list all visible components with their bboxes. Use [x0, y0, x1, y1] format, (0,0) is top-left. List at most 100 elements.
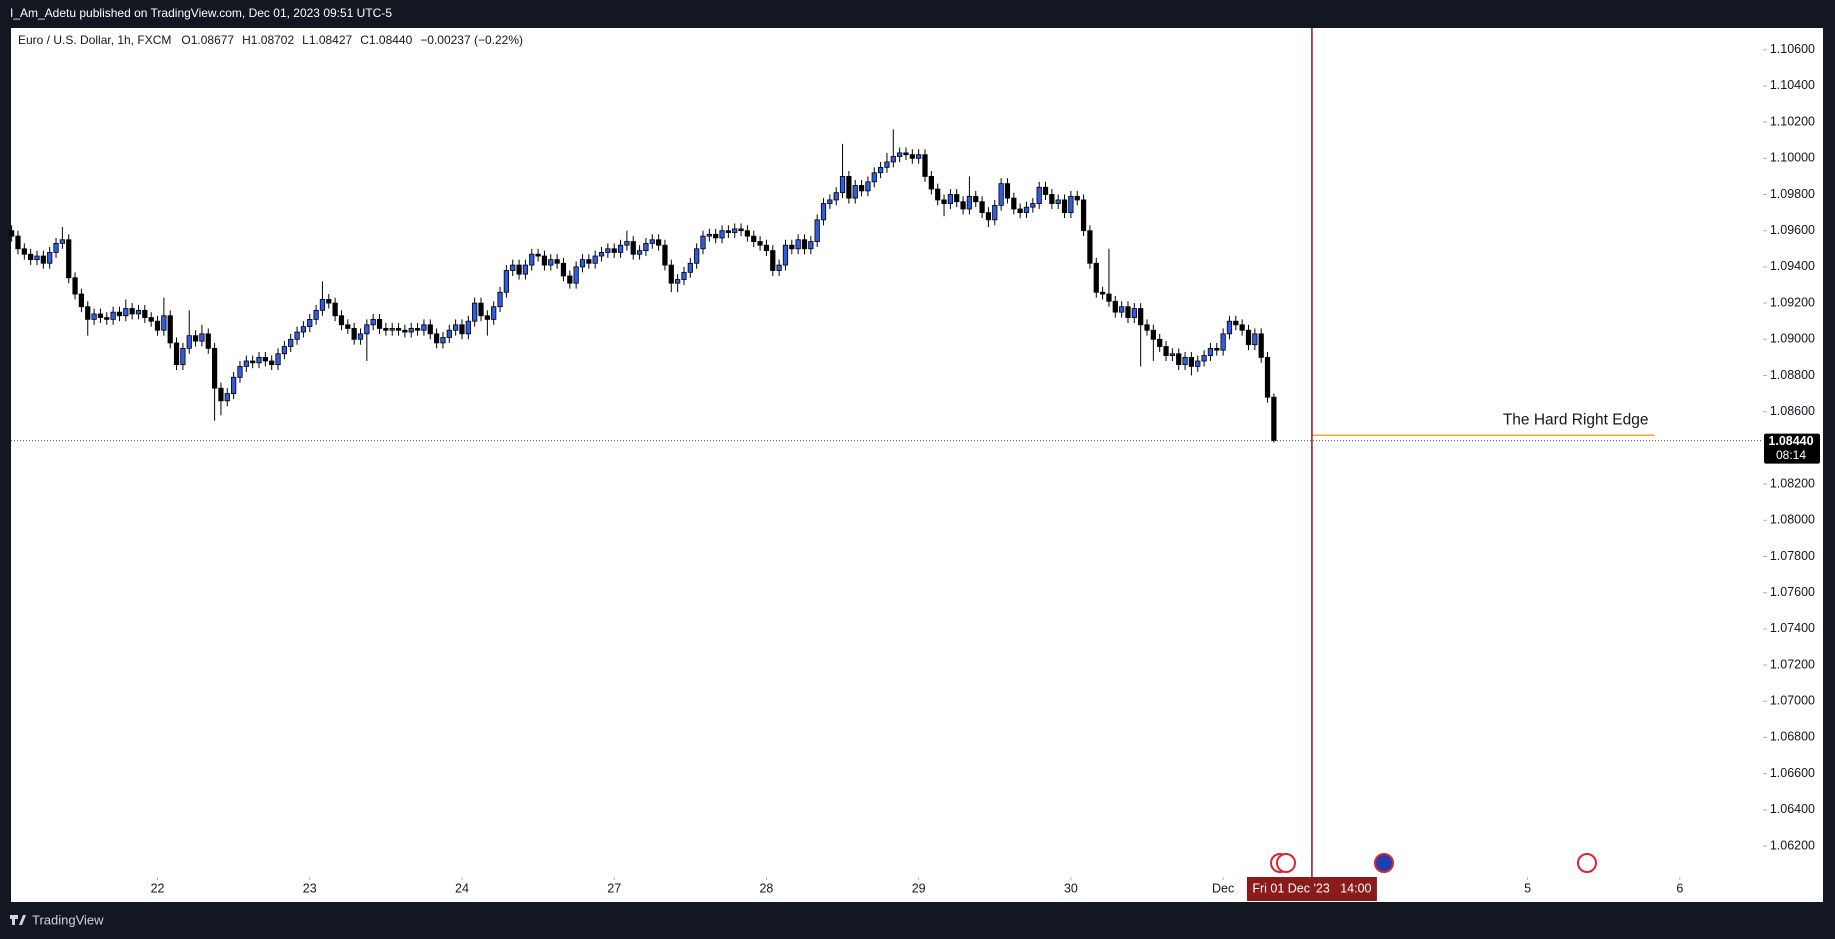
legend-symbol: Euro / U.S. Dollar, 1h, FXCM — [18, 33, 171, 47]
candle-body — [173, 342, 180, 366]
candle-body — [78, 293, 85, 308]
candle-body — [313, 309, 319, 320]
candle-body — [1061, 199, 1068, 214]
candle-body — [928, 176, 934, 190]
candle-body — [383, 328, 389, 331]
candle-body — [535, 253, 541, 257]
candle-body — [59, 239, 65, 244]
candle-body — [820, 203, 827, 221]
candle-body — [110, 311, 116, 320]
candle-body — [491, 306, 497, 320]
legend-value: L1.08427 — [302, 33, 352, 47]
candle-body — [694, 248, 700, 264]
candle-body — [1233, 320, 1239, 326]
candle-body — [484, 315, 490, 320]
x-tick-label: 23 — [303, 881, 317, 895]
candle-body — [744, 230, 751, 237]
candle-body — [142, 309, 148, 318]
candle-body — [947, 194, 954, 204]
candle-body — [624, 241, 630, 246]
x-tick-label: 5 — [1524, 881, 1531, 895]
candle-body — [1074, 195, 1080, 201]
candle-body — [1226, 320, 1233, 335]
candle-body — [903, 152, 909, 156]
candle-body — [307, 318, 313, 328]
candle-body — [72, 277, 78, 295]
candle-body — [192, 335, 199, 342]
candle-body — [776, 264, 782, 271]
candle-body — [370, 318, 376, 326]
y-tick-label: 1.08800 — [1770, 368, 1815, 382]
candle-body — [446, 329, 452, 338]
candle-body — [541, 255, 548, 266]
footer-logo — [10, 915, 26, 925]
candle-body — [1214, 347, 1220, 351]
candle-body — [560, 262, 567, 277]
candle-body — [250, 360, 256, 364]
candle-body — [611, 248, 617, 253]
y-tick-label: 1.07000 — [1770, 694, 1815, 708]
candle-body — [53, 242, 59, 253]
candle-body — [167, 315, 173, 344]
candle-body — [770, 250, 776, 271]
candle-body — [1264, 356, 1271, 398]
candle-body — [40, 255, 46, 264]
y-tick-label: 1.06600 — [1770, 766, 1815, 780]
candle-body — [224, 393, 230, 402]
candle-body — [1011, 197, 1017, 210]
candle-body — [180, 347, 186, 366]
candle-body — [351, 328, 357, 340]
y-tick-label: 1.10400 — [1770, 78, 1815, 92]
legend-value: H1.08702 — [242, 33, 294, 47]
candle-body — [675, 279, 681, 284]
candle-body — [459, 324, 465, 335]
y-tick-label: 1.10200 — [1770, 114, 1815, 128]
candle-body — [28, 253, 34, 261]
y-tick-label: 1.07400 — [1770, 621, 1815, 635]
candle-body — [897, 152, 903, 157]
y-tick-label: 1.06200 — [1770, 838, 1815, 852]
candle-body — [598, 252, 605, 257]
candle-body — [1245, 329, 1252, 346]
candle-body — [402, 329, 408, 333]
x-tick-label: 6 — [1676, 881, 1683, 895]
x-tick-label: Dec — [1212, 881, 1234, 895]
candle-body — [1182, 356, 1188, 366]
candle-body — [1207, 347, 1214, 356]
candle-body — [706, 233, 712, 237]
candle-body — [586, 259, 592, 264]
candle-body — [1201, 355, 1207, 362]
candle-body — [529, 253, 535, 266]
candle-body — [655, 239, 662, 246]
candle-body — [643, 242, 649, 252]
candle-body — [9, 230, 15, 237]
candle-body — [275, 353, 281, 366]
candle-body — [827, 199, 833, 204]
candle-body — [649, 239, 655, 244]
x-tick-label: 28 — [759, 881, 773, 895]
candle-body — [1163, 346, 1169, 356]
candle-body — [231, 376, 237, 394]
candle-body — [795, 239, 801, 250]
candle-body — [129, 308, 135, 315]
candle-body — [713, 233, 719, 239]
candle-body — [15, 235, 21, 250]
candle-body — [592, 255, 598, 264]
last-price-countdown: 08:14 — [1776, 448, 1806, 462]
candle-body — [332, 302, 338, 317]
last-price-label: 1.08440 — [1768, 434, 1813, 448]
candle-body — [427, 324, 433, 335]
candle-body — [808, 241, 814, 250]
candle-body — [1093, 262, 1099, 293]
y-tick-label: 1.09000 — [1770, 332, 1815, 346]
candle-body — [573, 266, 579, 284]
candle-body — [1258, 333, 1264, 358]
candle-body — [116, 311, 123, 317]
candle-body — [66, 239, 72, 279]
legend-value: O1.08677 — [181, 33, 234, 47]
candle-body — [751, 235, 757, 242]
candle-body — [300, 326, 307, 333]
candle-body — [630, 241, 636, 255]
candle-body — [935, 188, 941, 201]
candle-body — [211, 347, 218, 389]
